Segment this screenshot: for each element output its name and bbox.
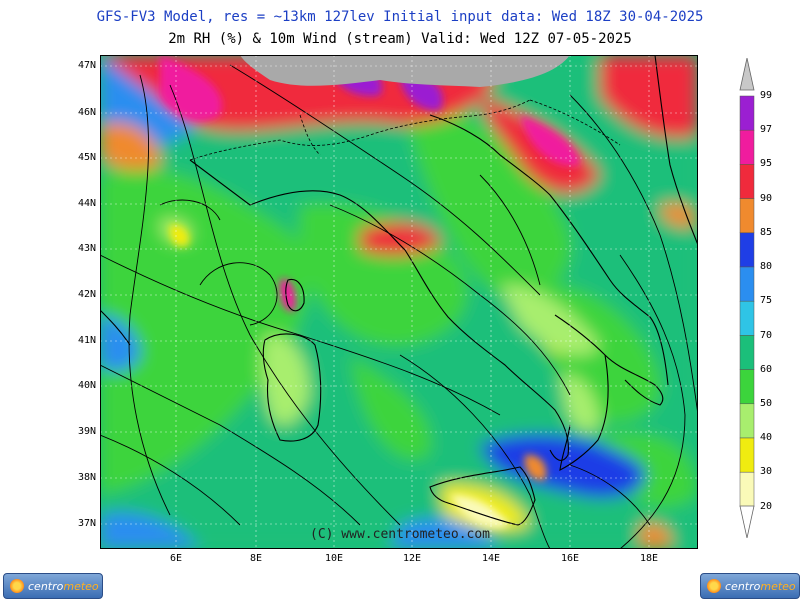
scale-block <box>739 300 755 336</box>
scale-label: 99 <box>760 90 773 101</box>
lat-label: 45N <box>77 152 96 163</box>
scale-label: 95 <box>760 158 773 169</box>
lon-label: 14E <box>481 553 501 564</box>
lat-label: 39N <box>77 426 96 437</box>
scale-block <box>739 369 755 405</box>
logo-text-b: meteo <box>63 579 99 593</box>
lon-label: 8E <box>249 553 263 564</box>
centrometeo-logo-right[interactable]: centrometeo <box>700 573 800 599</box>
lon-label: 16E <box>560 553 580 564</box>
lon-label: 10E <box>324 553 344 564</box>
no-data-area-alps <box>240 55 570 87</box>
lat-label: 43N <box>77 243 96 254</box>
color-scale-bar <box>739 58 755 538</box>
gridlines <box>100 55 698 549</box>
lat-label: 41N <box>77 335 96 346</box>
lat-label: 38N <box>77 472 96 483</box>
lon-label: 12E <box>402 553 422 564</box>
lon-label: 18E <box>639 553 659 564</box>
scale-block <box>739 335 755 370</box>
scale-block <box>739 164 755 199</box>
logo-text-b: meteo <box>760 579 796 593</box>
scale-top-arrow <box>739 58 755 91</box>
scale-label: 40 <box>760 432 773 443</box>
scale-block <box>739 437 755 473</box>
scale-label: 85 <box>760 227 773 238</box>
scale-block <box>739 95 755 131</box>
scale-block <box>739 266 755 302</box>
scale-label: 80 <box>760 261 773 272</box>
scale-label: 30 <box>760 466 773 477</box>
title-field: 2m RH (%) & 10m Wind (stream) Valid: Wed… <box>168 31 632 47</box>
scale-block <box>739 403 755 439</box>
centrometeo-logo-left[interactable]: centrometeo <box>3 573 103 599</box>
scale-block <box>739 129 755 165</box>
scale-label: 60 <box>760 364 773 375</box>
scale-block <box>739 198 755 234</box>
sun-icon <box>707 579 721 593</box>
borders <box>189 99 621 161</box>
scale-block <box>739 232 755 268</box>
rh-field <box>100 55 698 549</box>
copyright-text: (C) www.centrometeo.com <box>310 527 491 542</box>
weather-map <box>100 55 698 549</box>
rh-hotspots <box>160 55 580 528</box>
scale-label: 75 <box>760 295 773 306</box>
coastlines <box>100 55 698 526</box>
sun-icon <box>10 579 24 593</box>
logo-text-a: centro <box>725 579 761 593</box>
logo-text-a: centro <box>28 579 64 593</box>
scale-blocks <box>739 95 755 507</box>
scale-label: 90 <box>760 193 773 204</box>
scale-block <box>739 471 755 507</box>
scale-label: 20 <box>760 501 773 512</box>
lat-label: 46N <box>77 107 96 118</box>
lat-label: 42N <box>77 289 96 300</box>
lat-label: 37N <box>77 518 96 529</box>
scale-bottom-arrow <box>739 505 755 538</box>
streamlines <box>100 64 698 549</box>
title-model: GFS-FV3 Model, res = ~13km 127lev Initia… <box>96 9 704 25</box>
lon-label: 6E <box>169 553 183 564</box>
lat-label: 40N <box>77 380 96 391</box>
scale-label: 50 <box>760 398 773 409</box>
scale-label: 97 <box>760 124 773 135</box>
lat-label: 44N <box>77 198 96 209</box>
lat-label: 47N <box>77 60 96 71</box>
scale-label: 70 <box>760 330 773 341</box>
